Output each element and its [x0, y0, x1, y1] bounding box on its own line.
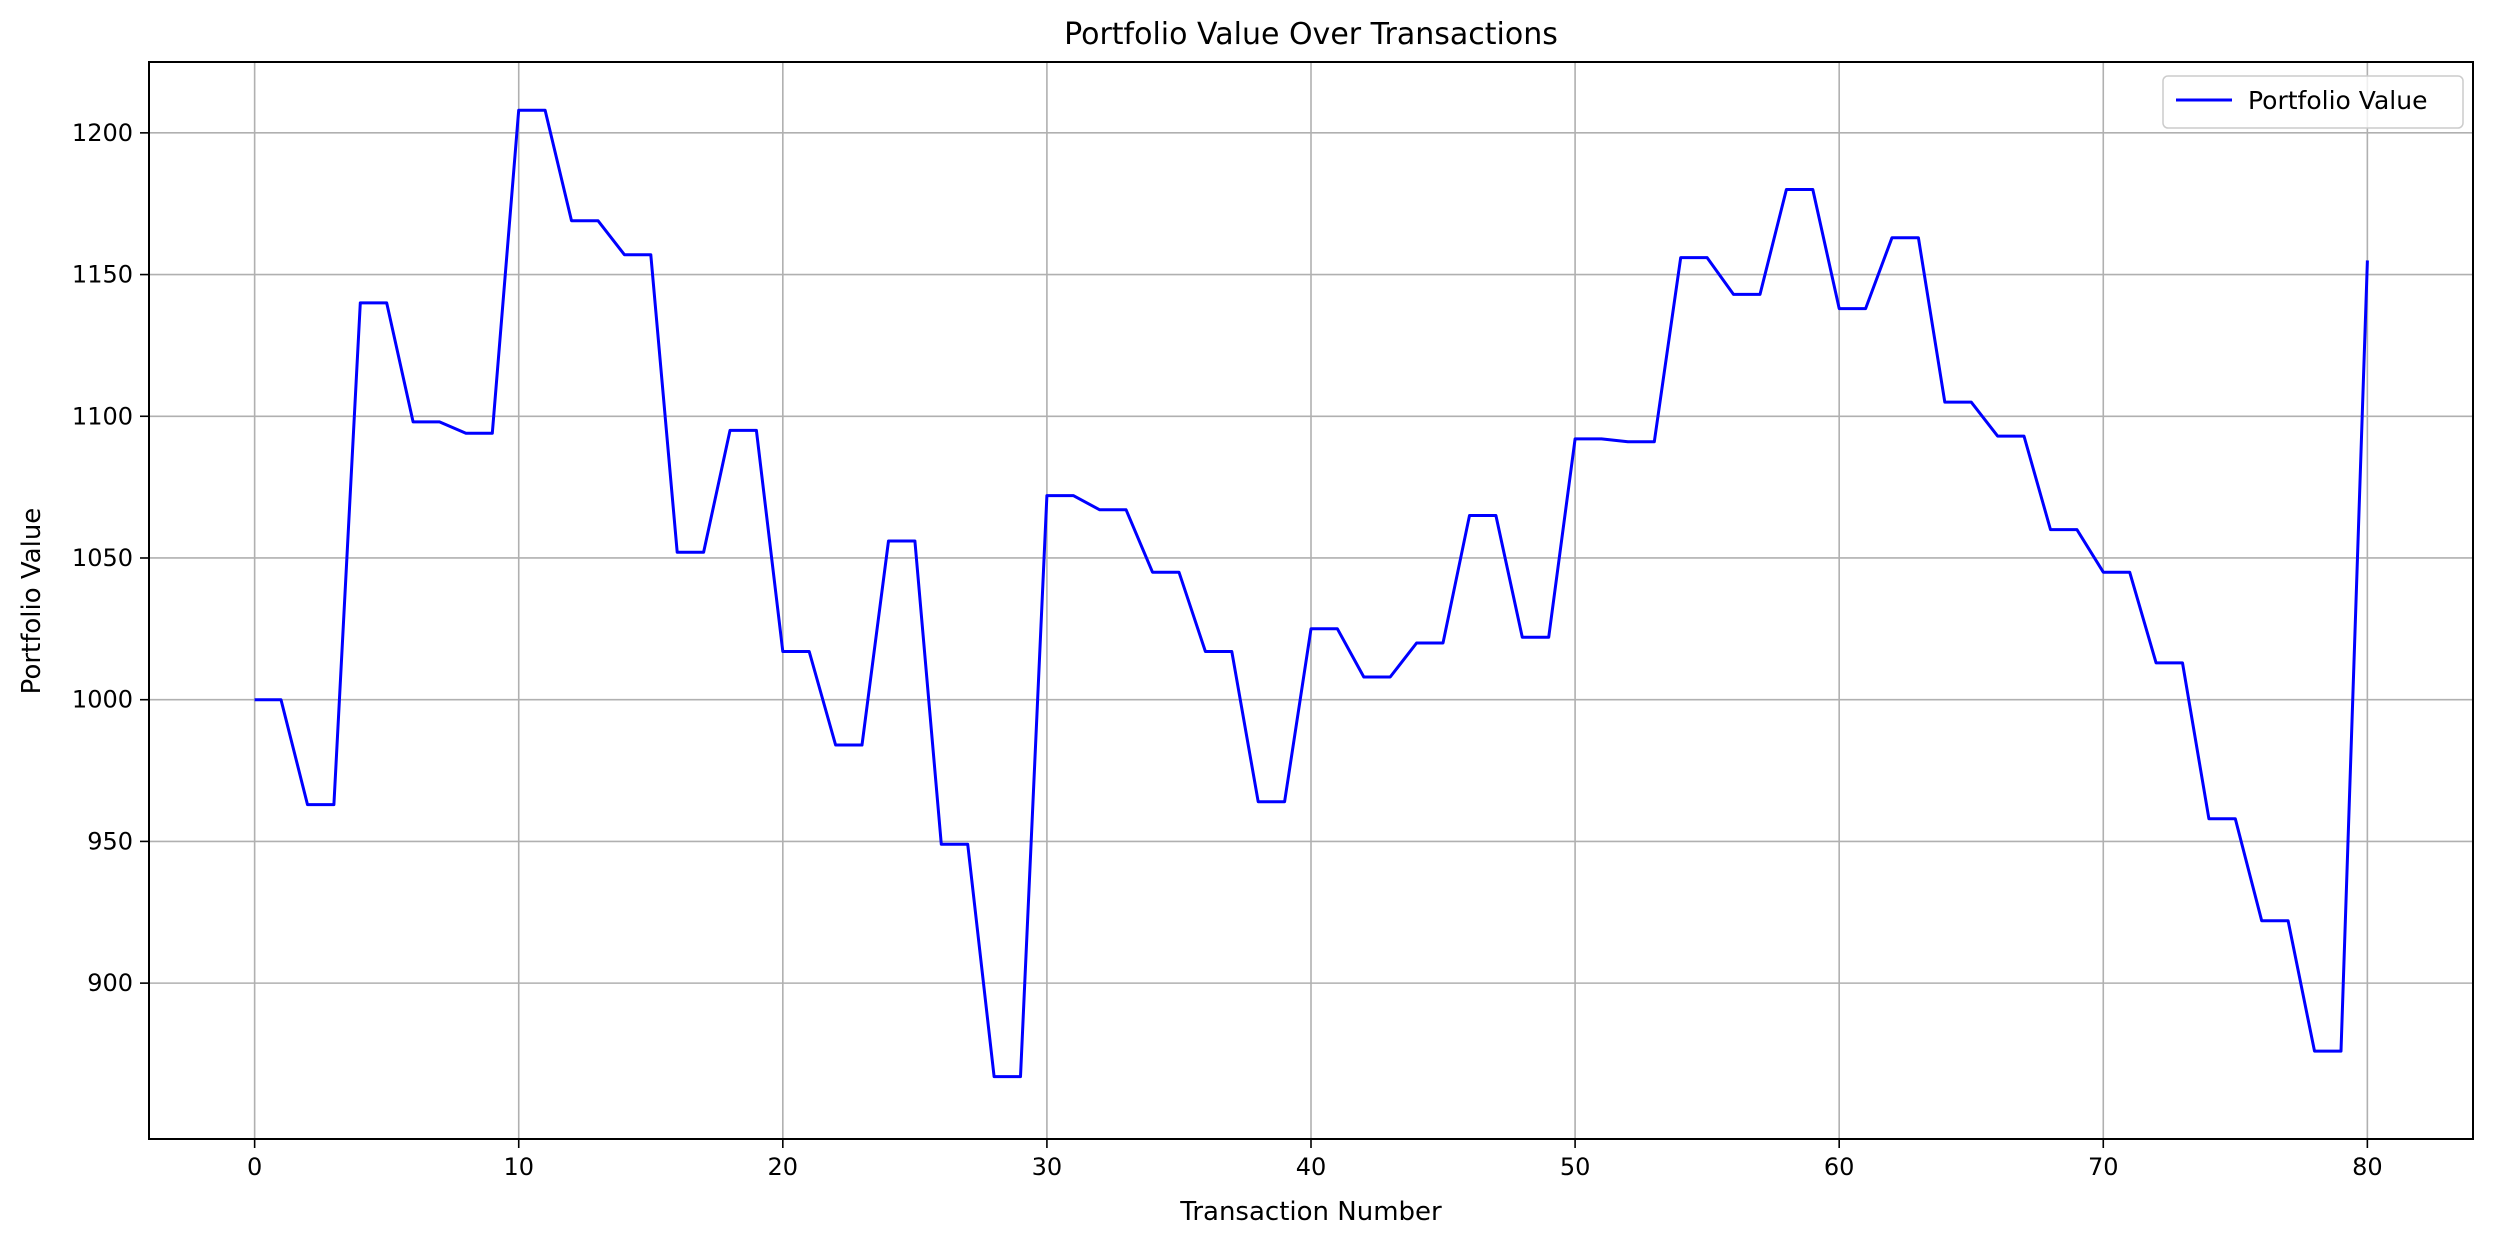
- y-tick-label: 1150: [72, 261, 133, 289]
- legend-box: [2162, 75, 2464, 129]
- x-tick-label: 10: [503, 1153, 534, 1181]
- x-tick-label: 40: [1296, 1153, 1327, 1181]
- series-line-portfolio-value: [254, 108, 2369, 1079]
- x-tick-label: 50: [1560, 1153, 1591, 1181]
- y-tick-label: 1050: [72, 544, 133, 572]
- legend: Portfolio Value: [2162, 75, 2464, 129]
- x-tick-label: 70: [2088, 1153, 2119, 1181]
- y-axis-label: Portfolio Value: [17, 508, 47, 695]
- x-tick-label: 60: [1824, 1153, 1855, 1181]
- y-tick-label: 1000: [72, 686, 133, 714]
- y-tick-label: 1100: [72, 402, 133, 430]
- chart-title: Portfolio Value Over Transactions: [1064, 17, 1558, 52]
- legend-label: Portfolio Value: [2248, 86, 2427, 115]
- grid-lines: [149, 62, 2473, 1139]
- y-tick-label: 1200: [72, 119, 133, 147]
- x-tick-label: 0: [247, 1153, 262, 1181]
- x-tick-label: 80: [2352, 1153, 2383, 1181]
- axis-ticks: 0 10 20 30 40 50 60 70 80 900 950 1000 1050 1100 1150 1…: [72, 119, 2383, 1181]
- x-tick-label: 20: [768, 1153, 799, 1181]
- y-tick-label: 950: [87, 827, 133, 855]
- x-tick-label: 30: [1032, 1153, 1063, 1181]
- series-layer: [254, 108, 2369, 1079]
- x-axis-label: Transaction Number: [1179, 1197, 1442, 1227]
- y-tick-label: 900: [87, 969, 133, 997]
